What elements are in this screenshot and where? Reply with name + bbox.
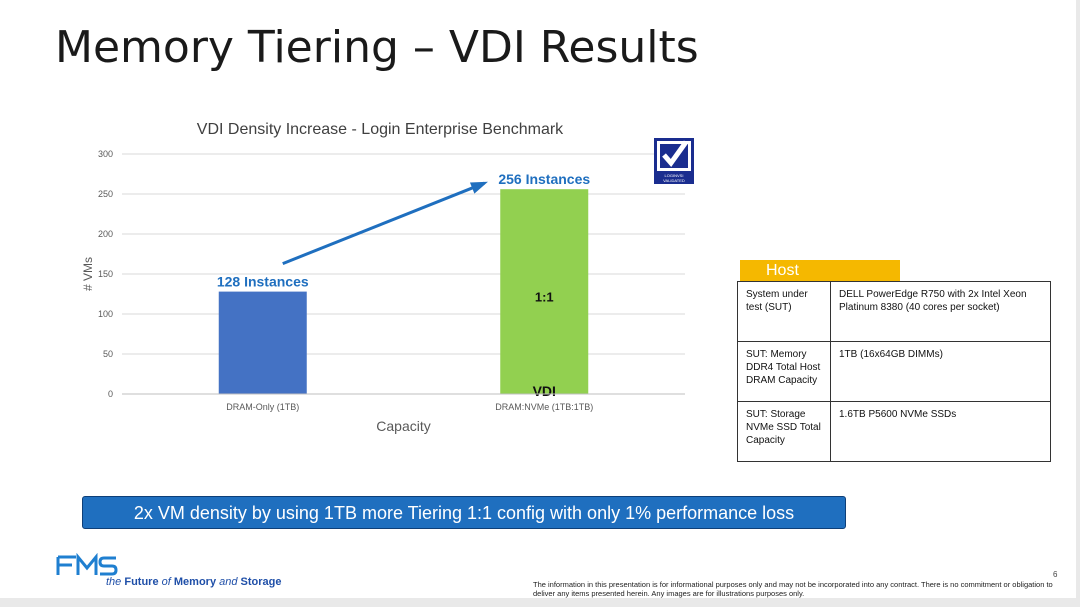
summary-banner: 2x VM density by using 1TB more Tiering … (82, 496, 846, 529)
data-label: 128 Instances (217, 274, 309, 290)
bar-chart: VDI Density Increase - Login Enterprise … (81, 121, 685, 434)
x-tick-label: DRAM-Only (1TB) (226, 402, 299, 412)
bar (500, 189, 589, 394)
host-row-value: DELL PowerEdge R750 with 2x Intel Xeon P… (830, 281, 1051, 342)
trend-arrow-line (282, 181, 485, 265)
footer-disclaimer: The information in this presentation is … (533, 580, 1053, 598)
y-tick-label: 0 (108, 389, 113, 399)
fms-logo (56, 552, 118, 582)
host-row: SUT: Memory DDR4 Total Host DRAM Capacit… (737, 341, 1051, 402)
x-tick-label: DRAM:NVMe (1TB:1TB) (495, 402, 593, 412)
tagline-future: Future (124, 576, 159, 588)
host-row: SUT: Storage NVMe SSD Total Capacity 1.6… (737, 401, 1051, 462)
tagline-the: the (106, 576, 125, 588)
tagline-memory: Memory (173, 576, 217, 588)
y-axis-label: # VMs (81, 257, 95, 291)
host-row-key: SUT: Memory DDR4 Total Host DRAM Capacit… (737, 341, 831, 402)
trend-arrow-head (469, 181, 488, 194)
y-tick-label: 50 (103, 349, 113, 359)
tagline-storage: Storage (240, 576, 282, 588)
page-number: 6 (1053, 570, 1058, 579)
host-row-key: System under test (SUT) (737, 281, 831, 342)
bar-bottom-annotation: VDI (533, 383, 556, 399)
x-axis-label: Capacity (376, 418, 430, 434)
tagline-and: and (216, 576, 241, 588)
page-title: Memory Tiering – VDI Results (55, 22, 699, 73)
host-row-key: SUT: Storage NVMe SSD Total Capacity (737, 401, 831, 462)
y-tick-label: 100 (98, 309, 113, 319)
y-tick-label: 200 (98, 229, 113, 239)
y-tick-label: 150 (98, 269, 113, 279)
host-row-value: 1TB (16x64GB DIMMs) (830, 341, 1051, 402)
host-row: System under test (SUT) DELL PowerEdge R… (737, 281, 1051, 342)
y-tick-label: 300 (98, 149, 113, 159)
loginvsi-validated-badge-icon: LOGINVSI VALIDATED (654, 138, 694, 184)
chart-title: VDI Density Increase - Login Enterprise … (197, 121, 564, 138)
y-tick-label: 250 (98, 189, 113, 199)
bar (218, 291, 307, 394)
badge-text-2: VALIDATED (663, 178, 685, 183)
host-table: System under test (SUT) DELL PowerEdge R… (737, 281, 1051, 462)
badge-text-1: LOGINVSI (665, 173, 684, 178)
host-header: Host (740, 260, 900, 281)
tagline-of: of (158, 576, 174, 588)
logo-tagline: the Future of Memory and Storage (106, 576, 282, 588)
data-label: 256 Instances (498, 171, 590, 187)
fms-logo-icon (56, 552, 118, 576)
host-row-value: 1.6TB P5600 NVMe SSDs (830, 401, 1051, 462)
bar-annotation: 1:1 (535, 290, 554, 305)
